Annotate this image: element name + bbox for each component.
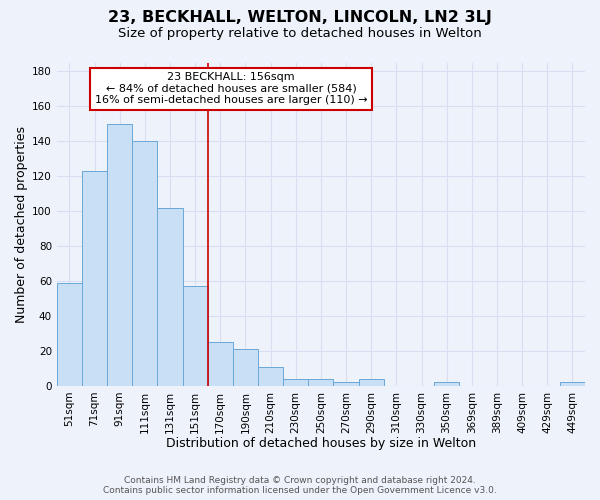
Bar <box>560 382 585 386</box>
Text: Size of property relative to detached houses in Welton: Size of property relative to detached ho… <box>118 28 482 40</box>
Bar <box>132 141 157 386</box>
Text: Contains HM Land Registry data © Crown copyright and database right 2024.
Contai: Contains HM Land Registry data © Crown c… <box>103 476 497 495</box>
X-axis label: Distribution of detached houses by size in Welton: Distribution of detached houses by size … <box>166 437 476 450</box>
Text: 23, BECKHALL, WELTON, LINCOLN, LN2 3LJ: 23, BECKHALL, WELTON, LINCOLN, LN2 3LJ <box>108 10 492 25</box>
Bar <box>334 382 359 386</box>
Y-axis label: Number of detached properties: Number of detached properties <box>15 126 28 322</box>
Bar <box>359 379 384 386</box>
Bar <box>82 171 107 386</box>
Bar <box>57 282 82 386</box>
Bar <box>208 342 233 386</box>
Bar <box>308 379 334 386</box>
Bar <box>107 124 132 386</box>
Bar <box>182 286 208 386</box>
Bar <box>434 382 459 386</box>
Bar <box>258 366 283 386</box>
Bar <box>233 349 258 386</box>
Text: 23 BECKHALL: 156sqm
← 84% of detached houses are smaller (584)
16% of semi-detac: 23 BECKHALL: 156sqm ← 84% of detached ho… <box>95 72 367 106</box>
Bar <box>283 379 308 386</box>
Bar <box>157 208 182 386</box>
